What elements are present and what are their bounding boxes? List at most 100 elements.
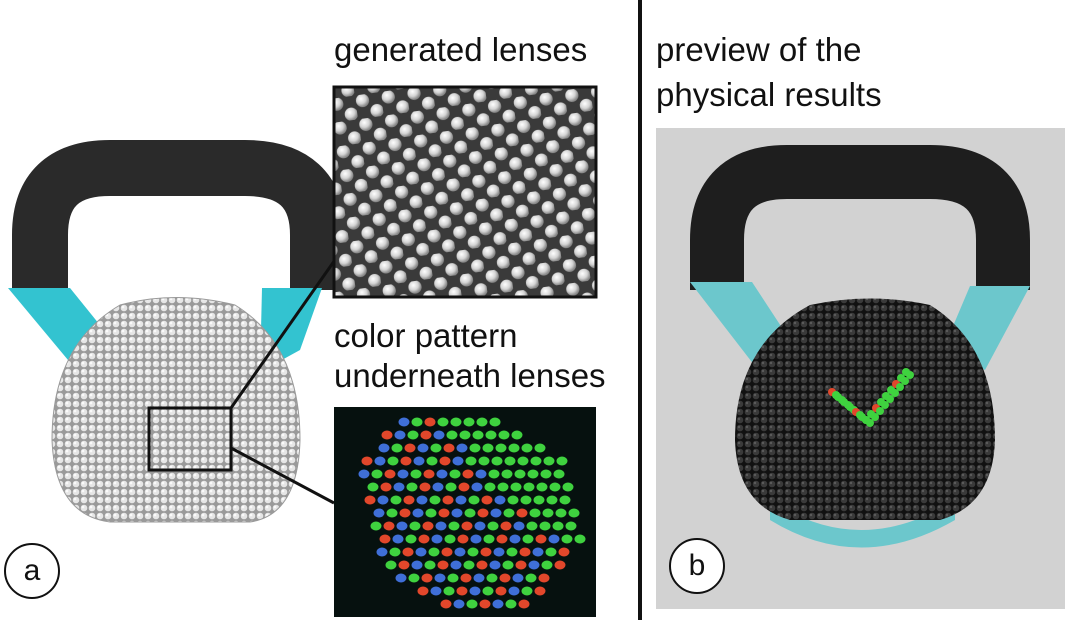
pattern-dot	[554, 560, 566, 570]
pattern-dot	[384, 469, 396, 479]
pattern-dot	[455, 495, 467, 505]
pattern-dot	[448, 521, 460, 531]
pattern-dot	[435, 521, 447, 531]
pattern-dot	[500, 521, 512, 531]
pattern-dot	[487, 521, 499, 531]
pattern-dot	[463, 417, 475, 427]
pattern-dot	[442, 495, 454, 505]
pattern-dot	[495, 443, 507, 453]
pattern-dot	[424, 417, 436, 427]
pattern-dot	[476, 417, 488, 427]
pattern-dot	[416, 495, 428, 505]
pattern-dot	[469, 443, 481, 453]
pattern-dot	[387, 456, 399, 466]
pattern-dot	[510, 482, 522, 492]
pattern-dot	[444, 534, 456, 544]
pattern-dot	[507, 495, 519, 505]
pattern-dot	[393, 482, 405, 492]
pattern-dot	[424, 560, 436, 570]
pattern-dot	[476, 560, 488, 570]
pattern-dot	[450, 417, 462, 427]
pattern-dot	[391, 443, 403, 453]
pattern-dot	[499, 573, 511, 583]
pattern-dot	[521, 443, 533, 453]
pattern-dot	[473, 573, 485, 583]
pattern-dot	[543, 456, 555, 466]
pattern-dot	[559, 495, 571, 505]
panel-divider	[638, 0, 642, 620]
pattern-dot	[402, 547, 414, 557]
pattern-dot	[480, 547, 492, 557]
pattern-dot	[508, 443, 520, 453]
pattern-dot	[447, 573, 459, 583]
marker-b-text: b	[688, 549, 706, 582]
pattern-dot	[417, 443, 429, 453]
pattern-dot	[415, 547, 427, 557]
check-dot	[881, 401, 889, 409]
pattern-dot	[466, 599, 478, 609]
pattern-dot	[548, 534, 560, 544]
pattern-dot	[400, 456, 412, 466]
pattern-dot	[403, 495, 415, 505]
pattern-dot	[461, 521, 473, 531]
pattern-dot	[472, 430, 484, 440]
pattern-dot	[478, 456, 490, 466]
pattern-dot	[532, 547, 544, 557]
pattern-dot	[431, 534, 443, 544]
pattern-dot	[514, 469, 526, 479]
marker-b: b	[669, 538, 725, 594]
pattern-dot	[445, 482, 457, 492]
pattern-dot	[433, 430, 445, 440]
pattern-dot	[422, 521, 434, 531]
pattern-dot	[420, 430, 432, 440]
pattern-dot	[377, 495, 389, 505]
pattern-dot	[482, 586, 494, 596]
pattern-dot	[398, 417, 410, 427]
pattern-dot	[541, 560, 553, 570]
pattern-dot	[412, 508, 424, 518]
pattern-dot	[489, 417, 501, 427]
pattern-dot	[440, 599, 452, 609]
color-pattern-label-line2: underneath lenses	[334, 357, 606, 394]
pattern-dot	[506, 547, 518, 557]
pattern-dot	[411, 560, 423, 570]
pattern-dot	[381, 430, 393, 440]
pattern-dot	[475, 469, 487, 479]
pattern-dot	[481, 495, 493, 505]
pattern-dot	[474, 521, 486, 531]
pattern-dot	[411, 417, 423, 427]
pattern-dot	[468, 495, 480, 505]
pattern-dot	[492, 599, 504, 609]
check-dot	[871, 413, 879, 421]
pattern-dot	[515, 560, 527, 570]
pattern-dot	[404, 443, 416, 453]
pattern-dot	[374, 456, 386, 466]
pattern-dot	[490, 508, 502, 518]
pattern-dot	[405, 534, 417, 544]
pattern-dot	[471, 482, 483, 492]
pattern-dot	[483, 534, 495, 544]
pattern-dot	[539, 521, 551, 531]
pattern-dot	[462, 469, 474, 479]
pattern-dot	[517, 456, 529, 466]
pattern-dot	[417, 586, 429, 596]
pattern-dot	[485, 430, 497, 440]
pattern-dot	[380, 482, 392, 492]
pattern-dot	[512, 573, 524, 583]
pattern-dot	[376, 547, 388, 557]
pattern-dot	[463, 560, 475, 570]
generated-lenses-label: generated lenses	[334, 31, 588, 68]
marker-a-text: a	[23, 554, 41, 587]
pattern-dot	[460, 573, 472, 583]
pattern-dot	[394, 430, 406, 440]
pattern-dot	[465, 456, 477, 466]
pattern-dot	[406, 482, 418, 492]
pattern-dot	[562, 482, 574, 492]
pattern-dot	[397, 469, 409, 479]
check-dot	[866, 419, 874, 427]
pattern-dot	[373, 508, 385, 518]
pattern-dot	[540, 469, 552, 479]
pattern-dot	[371, 469, 383, 479]
pattern-dot	[457, 534, 469, 544]
pattern-dot	[436, 469, 448, 479]
